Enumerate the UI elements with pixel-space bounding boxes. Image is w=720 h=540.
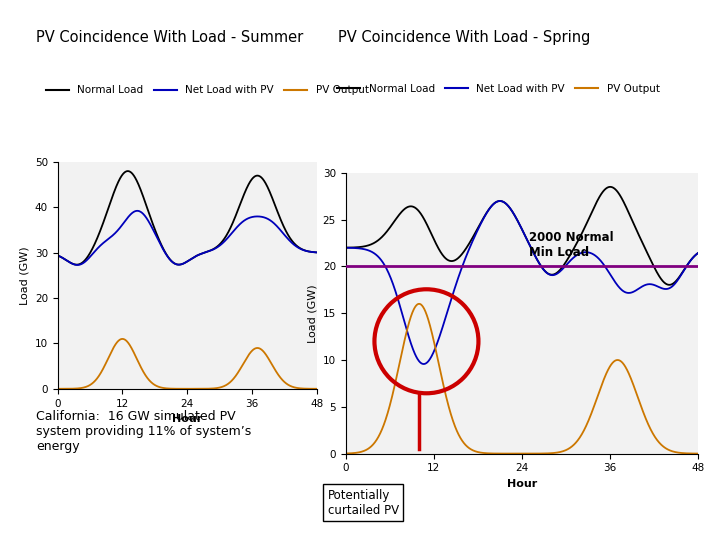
X-axis label: Hour: Hour [172,414,202,424]
Text: Potentially
curtailed PV: Potentially curtailed PV [328,489,399,517]
Legend: Normal Load, Net Load with PV, PV Output: Normal Load, Net Load with PV, PV Output [333,80,664,98]
Text: PV Coincidence With Load - Spring: PV Coincidence With Load - Spring [338,30,591,45]
Y-axis label: Load (GW): Load (GW) [19,246,30,305]
Text: PV Coincidence With Load - Summer: PV Coincidence With Load - Summer [36,30,303,45]
Text: 2000 Normal
Min Load: 2000 Normal Min Load [529,231,614,259]
Text: California:  16 GW simulated PV
system providing 11% of system’s
energy: California: 16 GW simulated PV system pr… [36,410,251,454]
Y-axis label: Load (GW): Load (GW) [307,284,317,342]
Legend: Normal Load, Net Load with PV, PV Output: Normal Load, Net Load with PV, PV Output [42,81,373,99]
X-axis label: Hour: Hour [507,479,537,489]
